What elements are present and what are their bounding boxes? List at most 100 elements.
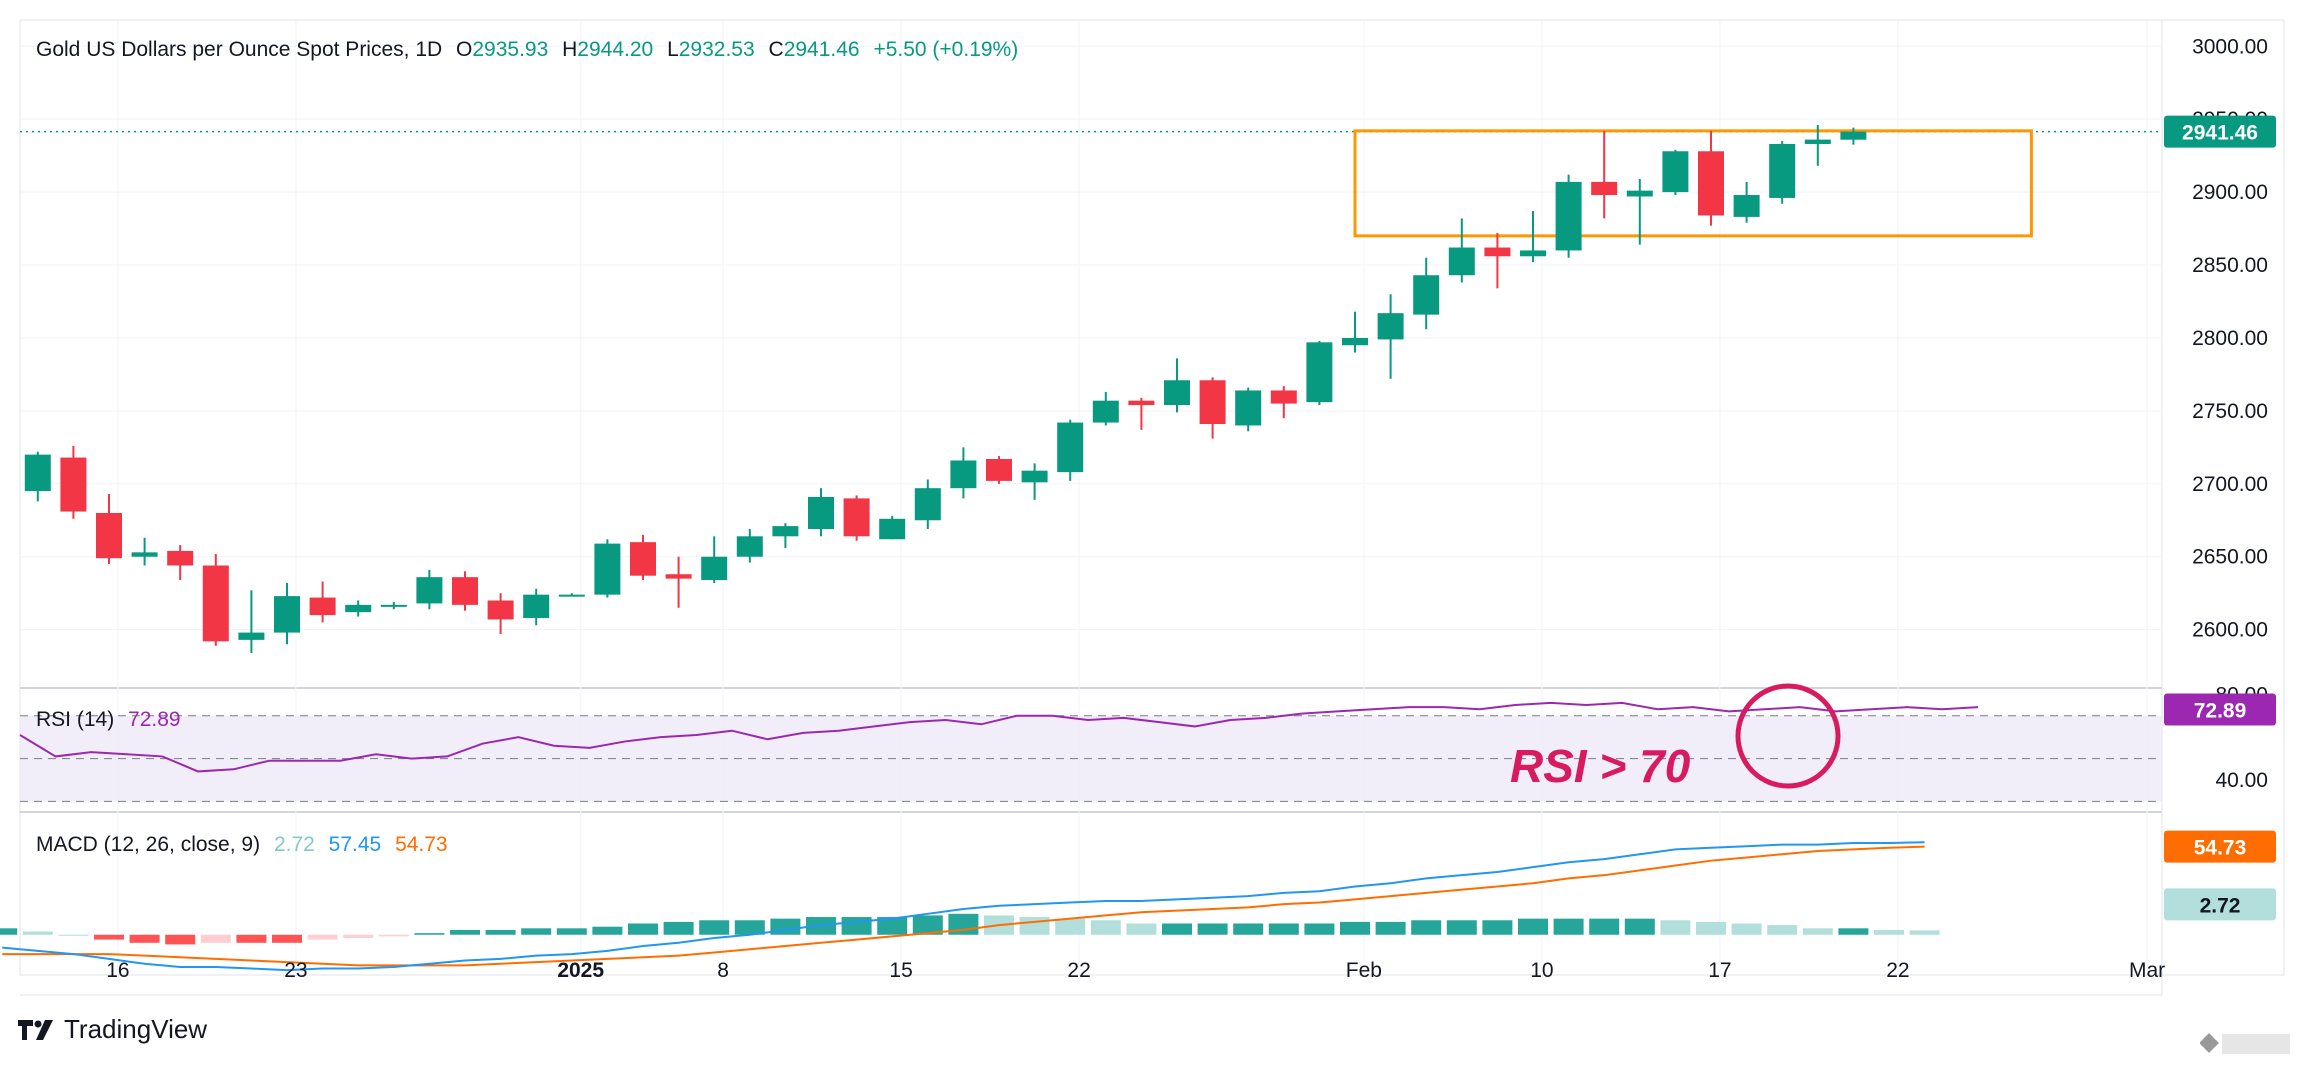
candle — [131, 537, 158, 566]
macd-histogram-bar — [129, 934, 160, 943]
rsi-line — [19, 701, 1979, 773]
price-tick-label: 2750.00 — [2192, 400, 2268, 423]
candle-body — [914, 488, 941, 521]
macd-label[interactable]: MACD (12, 26, close, 9) — [36, 833, 261, 856]
candle — [1484, 232, 1511, 289]
candle — [1804, 125, 1831, 166]
macd-histogram-bar — [521, 928, 552, 935]
candle — [202, 553, 229, 646]
candle-body — [1306, 342, 1333, 403]
macd-histogram-bar — [1838, 928, 1869, 935]
candle-body — [1377, 313, 1404, 340]
candle — [1591, 130, 1618, 219]
candle — [630, 534, 656, 581]
macd-histogram-bar — [1767, 925, 1798, 935]
rsi-label[interactable]: RSI (14) — [36, 708, 115, 731]
macd-histogram-bar — [378, 934, 409, 937]
macd-histogram-bar — [94, 934, 124, 940]
candle-body — [843, 498, 870, 537]
candle-body — [1270, 390, 1297, 404]
candle-body — [701, 556, 728, 581]
close-label: C — [768, 38, 784, 61]
candle — [558, 593, 585, 597]
macd-histogram-bar — [1482, 920, 1513, 935]
candle-body — [1484, 247, 1511, 257]
rsi-annotation-circle — [1735, 683, 1841, 789]
tradingview-logo[interactable]: TradingView — [18, 1014, 207, 1045]
macd-histogram-bar — [200, 934, 231, 943]
macd-signal-badge-bg — [2164, 830, 2276, 863]
rsi-annotation-text: RSI > 70 — [1510, 740, 1691, 792]
candle — [487, 593, 514, 635]
candle-body — [1733, 195, 1760, 217]
macd-histogram-bar — [1553, 918, 1584, 935]
time-tick-label: 10 — [1530, 959, 1553, 982]
tradingview-icon — [18, 1019, 53, 1040]
macd-histogram-bar — [1375, 921, 1406, 935]
candle-body — [309, 597, 336, 616]
macd-histogram-bar — [1197, 923, 1228, 935]
macd-histogram-bar — [1731, 923, 1762, 935]
macd-histogram-bar — [628, 923, 658, 935]
candle — [1733, 181, 1760, 223]
candle-body — [630, 542, 656, 576]
candle — [1342, 311, 1368, 353]
high-label: H — [562, 38, 578, 61]
candle-body — [1057, 422, 1084, 473]
candle — [1306, 340, 1333, 406]
candle — [772, 523, 799, 548]
candle — [843, 495, 870, 541]
macd-histogram-bar — [1446, 920, 1477, 935]
candle-body — [879, 518, 906, 540]
macd-histogram-bar — [1909, 930, 1940, 935]
candle — [238, 590, 265, 653]
candle — [1057, 419, 1084, 481]
candle — [416, 569, 443, 610]
macd-histogram-bar — [912, 915, 943, 935]
macd-signal-badge: 54.73 — [2194, 837, 2247, 860]
time-tick-label: 2025 — [557, 959, 604, 982]
candle — [594, 539, 621, 598]
candle — [950, 447, 977, 499]
candle — [309, 581, 336, 623]
price-tick-label: 2600.00 — [2192, 619, 2268, 642]
candle-body — [60, 457, 87, 512]
candle-body — [452, 577, 478, 605]
chart-header: Gold US Dollars per Ounce Spot Prices, 1… — [36, 38, 1026, 62]
macd-histogram-bar — [165, 934, 196, 945]
macd-histogram-bar — [1090, 920, 1121, 935]
rsi-legend: RSI (14) 72.89 — [36, 708, 189, 732]
candle-body — [1164, 380, 1190, 406]
candle — [1413, 257, 1440, 330]
candle-body — [558, 594, 585, 597]
macd-histogram-bar — [1126, 923, 1157, 935]
candle — [452, 571, 478, 611]
candle-body — [1235, 390, 1262, 426]
macd-histogram-bar — [734, 920, 765, 935]
candle — [167, 545, 194, 581]
low-label: L — [667, 38, 679, 61]
candle — [1128, 397, 1155, 430]
macd-hist-badge: 2.72 — [2200, 894, 2241, 917]
candle-body — [1840, 131, 1867, 140]
macd-signal-line — [2, 845, 1925, 967]
time-tick-label: Mar — [2129, 959, 2165, 982]
candle — [808, 488, 834, 537]
candle — [914, 479, 941, 530]
candle-body — [1021, 470, 1048, 483]
macd-legend: MACD (12, 26, close, 9) 2.72 57.45 54.73 — [36, 833, 456, 857]
candle — [345, 600, 372, 617]
price-tick-label: 2700.00 — [2192, 473, 2268, 496]
time-tick-label: 8 — [717, 959, 729, 982]
macd-histogram-bar — [58, 934, 89, 936]
symbol-title[interactable]: Gold US Dollars per Ounce Spot Prices, 1… — [36, 38, 443, 61]
time-tick-label: 22 — [1886, 959, 1909, 982]
macd-pane — [0, 841, 1940, 972]
macd-hist-badge-bg — [2164, 888, 2276, 921]
candle-body — [1698, 151, 1724, 216]
candle — [1199, 377, 1226, 439]
rsi-tick-label: 40.00 — [2215, 769, 2268, 792]
consolidation-box — [1353, 129, 2033, 238]
time-tick-label: 16 — [106, 959, 129, 982]
